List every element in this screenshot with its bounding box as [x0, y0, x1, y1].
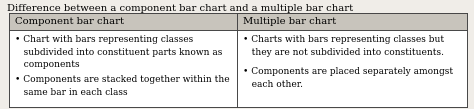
Text: • Components are placed separately amongst: • Components are placed separately among… [243, 67, 453, 76]
Text: each other.: each other. [243, 80, 303, 89]
Text: Component bar chart: Component bar chart [15, 17, 124, 26]
Text: Difference between a component bar chart and a multiple bar chart: Difference between a component bar chart… [7, 4, 353, 13]
Text: • Chart with bars representing classes: • Chart with bars representing classes [15, 35, 193, 44]
Bar [9, 13, 237, 30]
Bar [237, 13, 467, 30]
Text: they are not subdivided into constituents.: they are not subdivided into constituent… [243, 48, 444, 57]
Text: • Components are stacked together within the: • Components are stacked together within… [15, 75, 230, 84]
Bar [9, 13, 467, 107]
Text: • Charts with bars representing classes but: • Charts with bars representing classes … [243, 35, 444, 44]
Text: same bar in each class: same bar in each class [15, 88, 128, 97]
Text: Multiple bar chart: Multiple bar chart [243, 17, 336, 26]
Text: components: components [15, 60, 80, 70]
Text: subdivided into constituent parts known as: subdivided into constituent parts known … [15, 48, 223, 57]
